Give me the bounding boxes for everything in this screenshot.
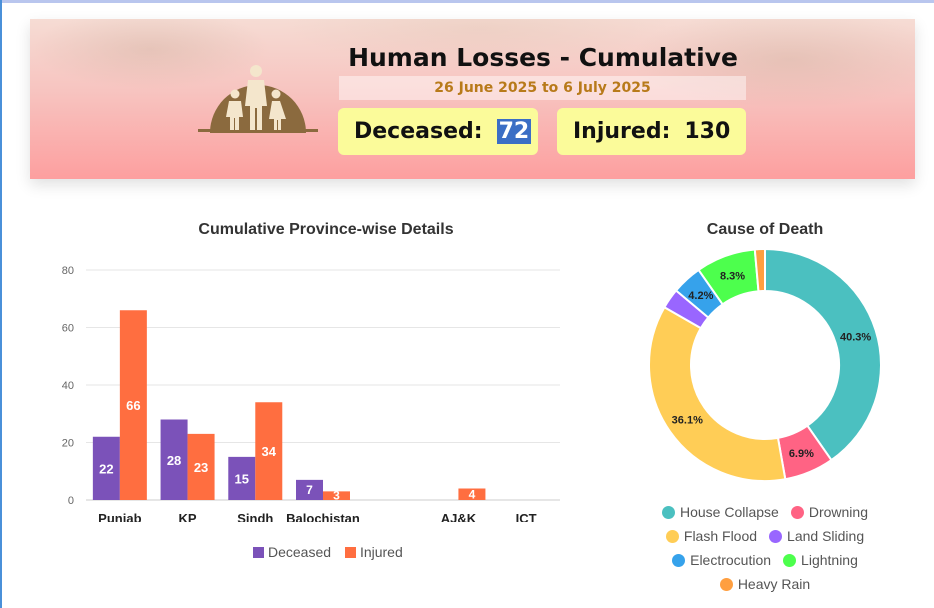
bar-injured[interactable] xyxy=(119,310,147,500)
legend-heavy-rain[interactable]: Heavy Rain xyxy=(719,576,811,592)
legend-drowning[interactable]: Drowning xyxy=(790,504,868,520)
legend-injured[interactable]: Injured xyxy=(344,544,403,560)
legend-electrocution[interactable]: Electrocution xyxy=(672,552,771,568)
bar-value-label: 28 xyxy=(167,453,181,468)
bar-value-label: 34 xyxy=(262,444,277,459)
bar-deceased[interactable] xyxy=(160,419,188,501)
slice-label: 40.3% xyxy=(840,331,871,343)
donut-slice[interactable] xyxy=(764,247,882,462)
donut-slice[interactable] xyxy=(648,305,787,482)
legend-land-sliding[interactable]: Land Sliding xyxy=(769,528,864,544)
donut-chart-legend: House Collapse Drowning Flash Flood Land… xyxy=(640,500,890,596)
bar-deceased[interactable] xyxy=(92,436,120,500)
y-tick-label: 40 xyxy=(62,380,74,392)
bar-injured[interactable] xyxy=(255,402,283,500)
legend-injured-label: Injured xyxy=(359,544,403,560)
x-tick-label: AJ&K xyxy=(441,511,477,522)
slice-label: 4.2% xyxy=(688,290,713,302)
legend-drowning-swatch xyxy=(790,505,804,519)
legend-heavy-rain-label: Heavy Rain xyxy=(737,576,811,592)
y-tick-label: 80 xyxy=(62,265,74,277)
legend-drowning-label: Drowning xyxy=(808,504,868,520)
family-icon xyxy=(198,65,318,133)
legend-injured-swatch xyxy=(344,546,356,558)
legend-lightning[interactable]: Lightning xyxy=(783,552,858,568)
legend-land-sliding-label: Land Sliding xyxy=(787,528,865,544)
injured-label: Injured: xyxy=(573,119,671,144)
bar-chart: 0 20 40 60 80 22 66 Punjab 28 23 KP 15 34 Sindh 7 3 Balo… xyxy=(62,265,560,522)
legend-deceased[interactable]: Deceased xyxy=(253,544,331,560)
y-tick-label: 0 xyxy=(68,495,74,507)
x-tick-label: Balochistan xyxy=(286,511,360,522)
bar-deceased[interactable] xyxy=(296,479,323,500)
x-tick-label: ICT xyxy=(516,511,537,522)
legend-lightning-label: Lightning xyxy=(801,552,858,568)
bar-value-label: 23 xyxy=(194,460,208,475)
legend-flash-flood-label: Flash Flood xyxy=(683,528,758,544)
deceased-stat: Deceased: 72 xyxy=(338,108,538,155)
bar-value-label: 4 xyxy=(469,487,476,501)
slice-label: 6.9% xyxy=(789,448,814,460)
deceased-value: 72 xyxy=(496,119,532,144)
x-tick-label: Punjab xyxy=(98,511,141,522)
legend-deceased-label: Deceased xyxy=(268,544,332,560)
legend-heavy-rain-swatch xyxy=(719,577,733,591)
top-border xyxy=(0,0,934,3)
bar-injured[interactable] xyxy=(323,491,350,500)
injured-stat: Injured: 130 xyxy=(557,108,746,155)
legend-house-collapse[interactable]: House Collapse xyxy=(662,504,779,520)
deceased-label: Deceased: xyxy=(354,119,483,144)
legend-flash-flood-swatch xyxy=(665,529,679,543)
bar-injured[interactable] xyxy=(187,433,215,500)
legend-house-collapse-label: House Collapse xyxy=(680,504,779,520)
donut-slice[interactable] xyxy=(753,247,766,293)
legend-land-sliding-swatch xyxy=(769,529,783,543)
legend-electrocution-label: Electrocution xyxy=(690,552,772,568)
bar-value-label: 15 xyxy=(235,471,249,486)
legend-deceased-swatch xyxy=(253,546,264,558)
donut-chart: 40.3% 6.9% 36.1% 4.2% 8.3% xyxy=(648,247,882,482)
bar-value-label: 7 xyxy=(306,483,313,497)
bar-value-label: 22 xyxy=(99,461,113,476)
left-border xyxy=(0,0,2,608)
date-range: 26 June 2025 to 6 July 2025 xyxy=(339,76,746,100)
y-tick-label: 20 xyxy=(62,438,74,450)
bar-value-label: 3 xyxy=(333,489,340,503)
header-banner: Human Losses - Cumulative 26 June 2025 t… xyxy=(30,19,915,179)
bar-deceased[interactable] xyxy=(228,456,256,500)
donut-chart-title: Cause of Death xyxy=(706,221,824,238)
page-title: Human Losses - Cumulative xyxy=(348,43,738,72)
injured-value: 130 xyxy=(684,119,731,144)
legend-house-collapse-swatch xyxy=(662,505,675,519)
bar-chart-legend: Deceased Injured xyxy=(253,544,413,561)
legend-flash-flood[interactable]: Flash Flood xyxy=(665,528,758,544)
slice-label: 8.3% xyxy=(720,271,745,283)
legend-electrocution-swatch xyxy=(672,553,686,567)
bar-chart-title: Cumulative Province-wise Details xyxy=(198,221,454,238)
bar-injured[interactable] xyxy=(458,488,486,501)
x-tick-label: KP xyxy=(179,511,197,522)
x-tick-label: Sindh xyxy=(237,511,273,522)
legend-lightning-swatch xyxy=(783,553,797,567)
slice-label: 36.1% xyxy=(672,415,703,427)
bar-value-label: 66 xyxy=(126,398,140,413)
y-tick-label: 60 xyxy=(62,323,74,335)
